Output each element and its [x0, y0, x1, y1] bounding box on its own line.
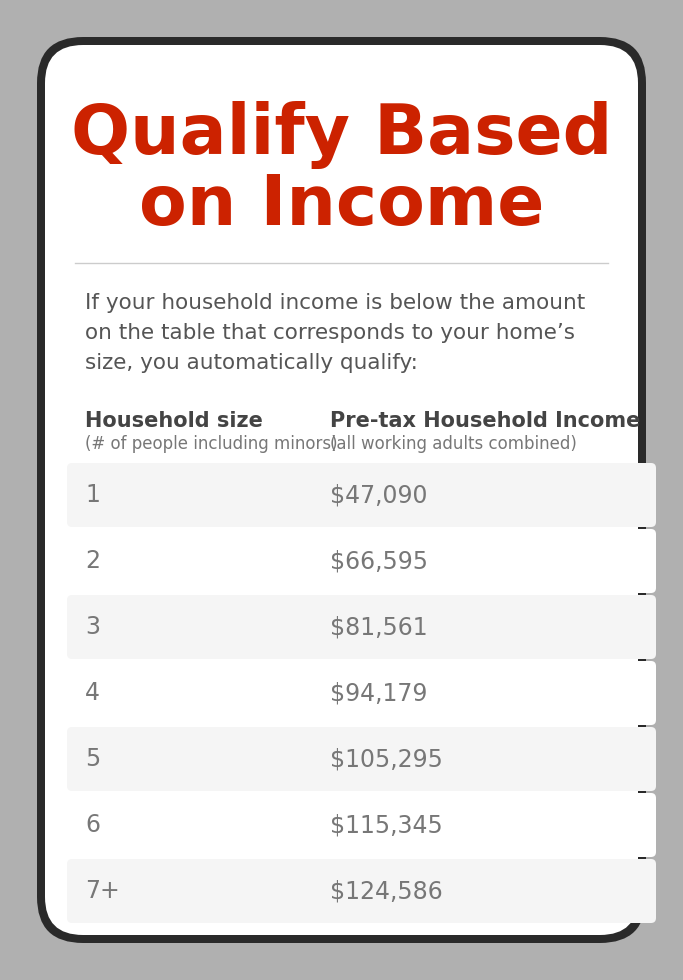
Text: 3: 3 — [85, 615, 100, 639]
Text: (all working adults combined): (all working adults combined) — [330, 435, 577, 453]
Text: $115,345: $115,345 — [330, 813, 443, 837]
FancyBboxPatch shape — [67, 727, 656, 791]
Text: $124,586: $124,586 — [330, 879, 443, 903]
Text: $47,090: $47,090 — [330, 483, 428, 507]
Text: $105,295: $105,295 — [330, 747, 443, 771]
Text: (# of people including minors): (# of people including minors) — [85, 435, 337, 453]
Text: 1: 1 — [85, 483, 100, 507]
FancyBboxPatch shape — [45, 45, 638, 935]
Text: on Income: on Income — [139, 172, 544, 238]
Text: If your household income is below the amount: If your household income is below the am… — [85, 293, 585, 313]
FancyBboxPatch shape — [67, 529, 656, 593]
FancyBboxPatch shape — [67, 793, 656, 857]
Text: 6: 6 — [85, 813, 100, 837]
Text: Household size: Household size — [85, 411, 263, 431]
Text: $94,179: $94,179 — [330, 681, 428, 705]
Text: 4: 4 — [85, 681, 100, 705]
Text: $81,561: $81,561 — [330, 615, 428, 639]
FancyBboxPatch shape — [37, 37, 646, 943]
FancyBboxPatch shape — [67, 661, 656, 725]
FancyBboxPatch shape — [67, 463, 656, 527]
Text: 7+: 7+ — [85, 879, 120, 903]
FancyBboxPatch shape — [67, 859, 656, 923]
Text: $66,595: $66,595 — [330, 549, 428, 573]
Text: 5: 5 — [85, 747, 100, 771]
FancyBboxPatch shape — [67, 595, 656, 659]
Text: 2: 2 — [85, 549, 100, 573]
Text: size, you automatically qualify:: size, you automatically qualify: — [85, 353, 418, 373]
Text: on the table that corresponds to your home’s: on the table that corresponds to your ho… — [85, 323, 575, 343]
Text: Qualify Based: Qualify Based — [71, 101, 612, 169]
Text: Pre-tax Household Income: Pre-tax Household Income — [330, 411, 641, 431]
